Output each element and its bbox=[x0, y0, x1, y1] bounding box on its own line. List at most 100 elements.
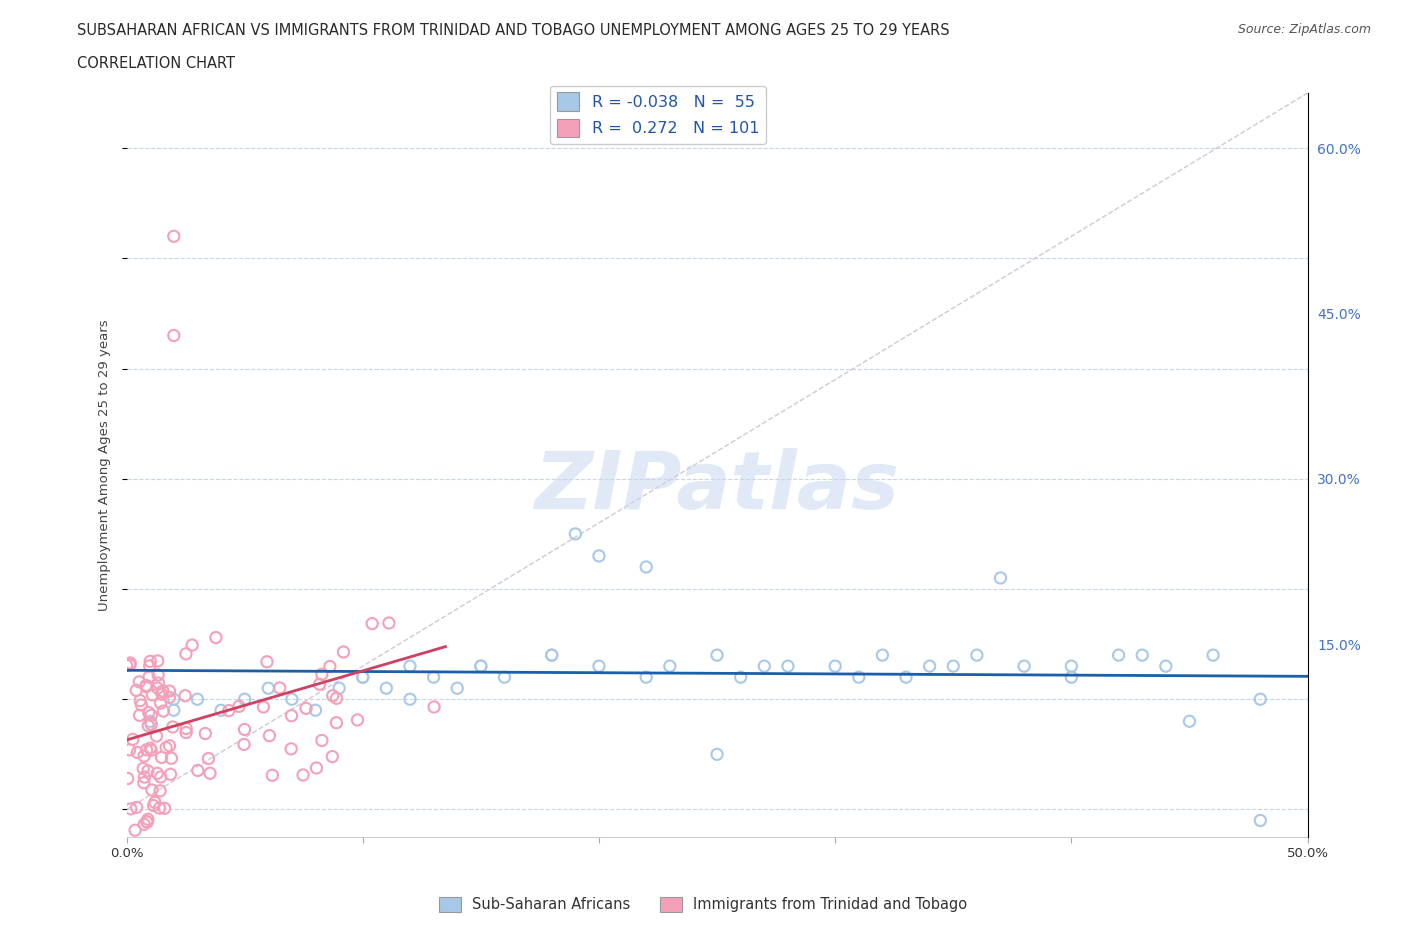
Point bbox=[131, 698, 153, 712]
Point bbox=[127, 745, 149, 760]
Point bbox=[125, 800, 148, 815]
Point bbox=[141, 743, 163, 758]
Point bbox=[136, 764, 159, 778]
Point bbox=[730, 670, 752, 684]
Text: CORRELATION CHART: CORRELATION CHART bbox=[77, 56, 235, 71]
Point bbox=[375, 681, 398, 696]
Point bbox=[136, 815, 159, 830]
Point bbox=[145, 728, 167, 743]
Point bbox=[399, 658, 422, 673]
Point bbox=[252, 699, 274, 714]
Point bbox=[228, 698, 250, 713]
Legend: Sub-Saharan Africans, Immigrants from Trinidad and Tobago: Sub-Saharan Africans, Immigrants from Tr… bbox=[433, 891, 973, 918]
Point bbox=[564, 526, 586, 541]
Point bbox=[1012, 658, 1035, 673]
Point bbox=[942, 658, 965, 673]
Point bbox=[776, 658, 799, 673]
Point bbox=[259, 728, 281, 743]
Point bbox=[174, 725, 197, 740]
Point bbox=[423, 699, 446, 714]
Point bbox=[160, 751, 183, 765]
Point bbox=[146, 668, 169, 683]
Point bbox=[990, 570, 1012, 585]
Point bbox=[262, 768, 284, 783]
Point bbox=[332, 644, 354, 659]
Point bbox=[304, 703, 326, 718]
Point bbox=[143, 795, 166, 810]
Point bbox=[233, 692, 256, 707]
Point bbox=[894, 670, 917, 684]
Point bbox=[233, 722, 256, 737]
Point bbox=[280, 709, 302, 724]
Point bbox=[150, 687, 173, 702]
Point bbox=[174, 688, 197, 703]
Point bbox=[163, 692, 186, 707]
Point bbox=[141, 717, 163, 732]
Point bbox=[128, 674, 150, 689]
Legend: R = -0.038   N =  55, R =  0.272   N = 101: R = -0.038 N = 55, R = 0.272 N = 101 bbox=[550, 86, 766, 144]
Point bbox=[198, 765, 221, 780]
Point bbox=[218, 703, 240, 718]
Point bbox=[1249, 813, 1271, 828]
Point bbox=[918, 658, 941, 673]
Point bbox=[163, 328, 186, 343]
Point bbox=[132, 761, 155, 776]
Point bbox=[146, 681, 169, 696]
Point bbox=[754, 658, 776, 673]
Y-axis label: Unemployment Among Ages 25 to 29 years: Unemployment Among Ages 25 to 29 years bbox=[97, 319, 111, 611]
Point bbox=[1202, 647, 1225, 662]
Point bbox=[1108, 647, 1130, 662]
Point bbox=[311, 667, 333, 682]
Point bbox=[152, 704, 174, 719]
Point bbox=[163, 703, 186, 718]
Point bbox=[129, 693, 152, 708]
Point bbox=[148, 801, 170, 816]
Point bbox=[187, 763, 209, 777]
Point bbox=[308, 677, 330, 692]
Point bbox=[121, 732, 143, 747]
Point bbox=[378, 616, 401, 631]
Point bbox=[194, 726, 217, 741]
Point bbox=[1060, 658, 1083, 673]
Point bbox=[141, 708, 163, 723]
Point bbox=[149, 696, 172, 711]
Point bbox=[159, 684, 181, 698]
Text: Source: ZipAtlas.com: Source: ZipAtlas.com bbox=[1237, 23, 1371, 36]
Point bbox=[125, 683, 148, 698]
Point bbox=[205, 631, 228, 645]
Point bbox=[124, 823, 146, 838]
Point bbox=[540, 647, 562, 662]
Point bbox=[117, 771, 139, 786]
Point bbox=[159, 738, 181, 753]
Point bbox=[322, 688, 344, 703]
Point bbox=[139, 714, 162, 729]
Point bbox=[295, 701, 318, 716]
Point bbox=[163, 229, 186, 244]
Point bbox=[706, 747, 728, 762]
Point bbox=[149, 783, 172, 798]
Point bbox=[636, 560, 658, 575]
Point bbox=[142, 798, 165, 813]
Point bbox=[540, 647, 562, 662]
Point bbox=[658, 658, 681, 673]
Point bbox=[139, 741, 162, 756]
Point bbox=[115, 658, 138, 672]
Point bbox=[346, 712, 368, 727]
Point bbox=[824, 658, 846, 673]
Point bbox=[352, 670, 374, 684]
Point bbox=[118, 658, 141, 672]
Point bbox=[1154, 658, 1177, 673]
Point bbox=[132, 776, 155, 790]
Point bbox=[422, 670, 444, 684]
Point bbox=[138, 670, 160, 684]
Point bbox=[209, 703, 232, 718]
Point bbox=[159, 767, 181, 782]
Point bbox=[118, 742, 141, 757]
Point bbox=[848, 670, 870, 684]
Point bbox=[186, 692, 208, 707]
Point bbox=[146, 654, 169, 669]
Point bbox=[588, 549, 610, 564]
Point bbox=[197, 751, 219, 766]
Point bbox=[470, 658, 492, 673]
Point bbox=[120, 656, 142, 671]
